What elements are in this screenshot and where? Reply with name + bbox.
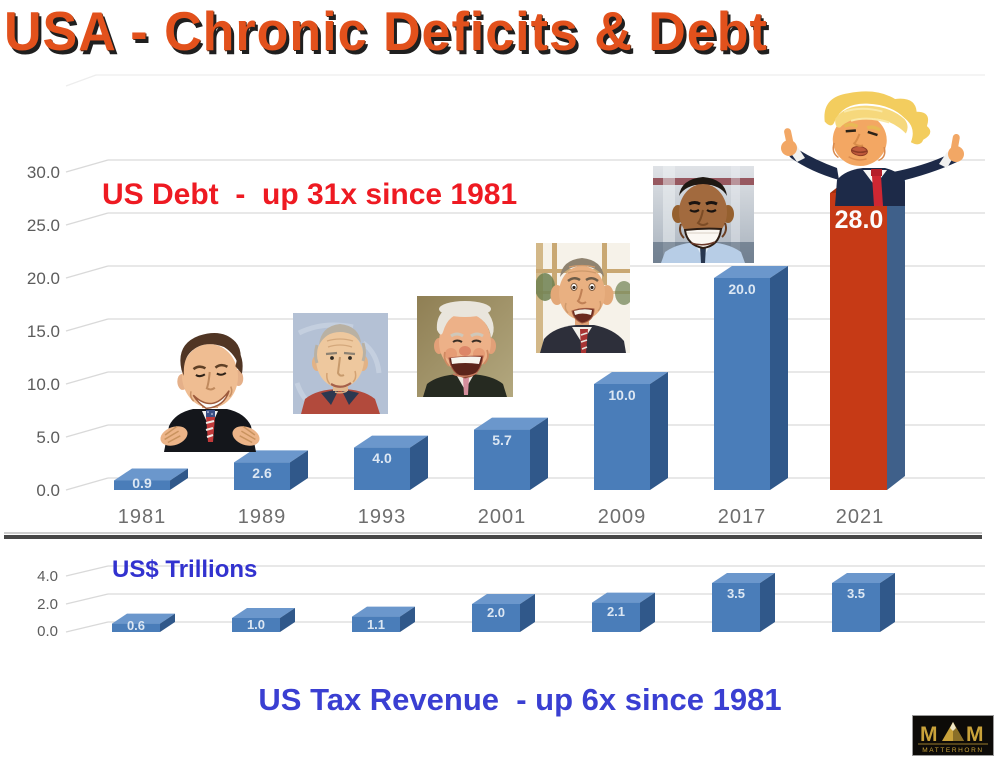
y-tick: 4.0 — [37, 568, 58, 585]
debt-bar-2001: 5.7 — [474, 417, 548, 490]
logo-wordmark: MATTERHORN — [922, 747, 983, 754]
bar-value: 1.0 — [247, 617, 265, 632]
bar-value: 3.5 — [727, 586, 745, 601]
debt-chart-y-axis: 30.0 25.0 20.0 15.0 10.0 5.0 0.0 — [27, 163, 60, 500]
revenue-bar-2017: 3.5 — [712, 573, 775, 632]
year-label: 1993 — [358, 506, 407, 528]
matterhorn-logo: M M MATTERHORN — [912, 715, 994, 756]
y-tick: 30.0 — [27, 163, 60, 182]
debt-bar-1989: 2.6 — [234, 450, 308, 490]
bar-value: 1.1 — [367, 617, 385, 632]
bar-value: 4.0 — [372, 450, 392, 466]
y-tick: 5.0 — [36, 428, 60, 447]
debt-bar-2009: 10.0 — [594, 372, 668, 490]
debt-bar-1981: 0.9 — [114, 468, 188, 491]
bar-value: 3.5 — [847, 586, 865, 601]
bush-sr-caricature — [293, 313, 388, 414]
debt-chart-bars: 0.9 2.6 4.0 5.7 — [114, 266, 788, 491]
year-label: 1989 — [238, 506, 287, 528]
year-label: 2009 — [598, 506, 647, 528]
revenue-bar-2021: 3.5 — [832, 573, 895, 632]
page-title: USA - Chronic Deficits & Debt — [4, 1, 768, 63]
obama-caricature — [653, 166, 754, 263]
year-label: 2017 — [718, 506, 767, 528]
debt-chart-x-axis: 1981 1989 1993 2001 2009 2017 2021 — [118, 506, 885, 528]
bar-value: 0.9 — [132, 475, 152, 491]
revenue-bar-1993: 1.1 — [352, 606, 415, 632]
bar-value: 20.0 — [728, 281, 755, 297]
clinton-caricature — [417, 296, 513, 397]
bar-value: 2.0 — [487, 605, 505, 620]
revenue-bar-2001: 2.0 — [472, 594, 535, 632]
revenue-bar-2009: 2.1 — [592, 592, 655, 632]
revenue-bar-1981: 0.6 — [112, 613, 175, 633]
y-tick: 0.0 — [36, 481, 60, 500]
revenue-bar-1989: 1.0 — [232, 608, 295, 632]
bar-value: 5.7 — [492, 432, 512, 448]
y-tick: 2.0 — [37, 596, 58, 613]
bar-value: 28.0 — [835, 206, 884, 234]
year-label: 2021 — [836, 506, 885, 528]
revenue-annotation: US Tax Revenue - up 6x since 1981 — [258, 682, 782, 717]
debt-annotation: US Debt - up 31x since 1981 — [102, 178, 518, 211]
y-tick: 25.0 — [27, 216, 60, 235]
trump-caricature — [775, 88, 970, 206]
y-tick: 10.0 — [27, 375, 60, 394]
units-label: US$ Trillions — [112, 556, 258, 583]
chart-divider — [4, 532, 982, 539]
year-label: 1981 — [118, 506, 167, 528]
debt-bar-2021-highlight: 28.0 — [830, 179, 905, 490]
reagan-caricature — [158, 328, 262, 452]
bar-value: 2.1 — [607, 604, 625, 619]
y-tick: 20.0 — [27, 269, 60, 288]
revenue-chart-y-axis: 4.0 2.0 0.0 — [37, 568, 58, 640]
logo-monogram-right: M — [966, 723, 984, 746]
bar-value: 10.0 — [608, 387, 635, 403]
matterhorn-mountain-icon — [942, 722, 964, 741]
bar-value: 0.6 — [127, 618, 145, 633]
logo-monogram-left: M — [920, 723, 938, 746]
y-tick: 0.0 — [37, 623, 58, 640]
year-label: 2001 — [478, 506, 527, 528]
y-tick: 15.0 — [27, 322, 60, 341]
revenue-chart-bars: 0.6 1.0 1.1 2.0 — [112, 573, 895, 633]
bush-jr-caricature — [535, 243, 633, 353]
debt-bar-2017: 20.0 — [714, 266, 788, 490]
bar-value: 2.6 — [252, 465, 272, 481]
debt-bar-1993: 4.0 — [354, 435, 428, 490]
